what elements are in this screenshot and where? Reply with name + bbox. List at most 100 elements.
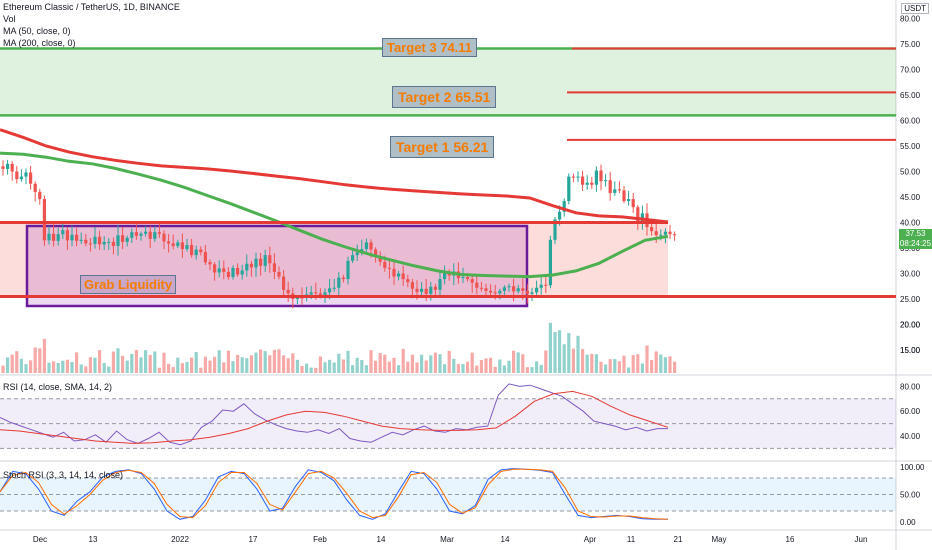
volume-bar (236, 354, 240, 373)
candle (374, 249, 378, 257)
candle (144, 231, 148, 234)
volume-bar (401, 348, 405, 373)
volume-bar (360, 359, 364, 373)
volume-bar (153, 351, 157, 373)
volume-bar (203, 356, 207, 373)
volume-bar (636, 354, 640, 373)
volume-bar (323, 362, 327, 373)
candle (599, 170, 603, 182)
volume-bar (631, 355, 635, 373)
date-tick-label: Apr (584, 535, 597, 544)
volume-bar (585, 354, 589, 373)
volume-bar (567, 333, 571, 373)
candle (93, 236, 97, 244)
volume-bar (355, 357, 359, 373)
volume-bar (56, 362, 60, 373)
ma50-line (0, 151, 669, 279)
volume-bar (19, 358, 23, 373)
volume-bar (498, 359, 502, 373)
price-tick-label: 50.00 (900, 168, 921, 177)
price-tick-label: 80.00 (900, 15, 921, 24)
volume-bar (171, 367, 175, 373)
candle (489, 290, 493, 293)
volume-bar (341, 359, 345, 373)
candle (346, 260, 350, 280)
vol-legend[interactable]: Vol (3, 14, 16, 24)
candle (493, 292, 497, 294)
volume-bar (33, 347, 37, 373)
candle (659, 234, 663, 236)
volume-bar (466, 361, 470, 373)
date-tick-label: 2022 (171, 535, 189, 544)
candle (162, 233, 166, 242)
price-tick-label: 65.00 (900, 91, 921, 100)
candle (328, 288, 332, 293)
price-tick-label: 70.00 (900, 66, 921, 75)
candle (341, 277, 345, 280)
candle (475, 282, 479, 288)
candle (56, 234, 60, 241)
date-tick-label: Feb (313, 535, 327, 544)
candle (116, 235, 120, 246)
volume-bar (479, 360, 483, 373)
candle (19, 176, 23, 180)
candle (397, 273, 401, 277)
candle (507, 286, 511, 288)
volume-bar (516, 352, 520, 373)
rsi-ma-line (0, 390, 669, 444)
candle (208, 262, 212, 265)
price-tick-label: 30.00 (900, 270, 921, 279)
candle (562, 201, 566, 212)
date-tick-label: 13 (89, 535, 98, 544)
volume-bar (456, 364, 460, 373)
candle (663, 231, 667, 235)
volume-bar (29, 360, 33, 373)
candle (581, 176, 585, 185)
currency-label[interactable]: USDT (901, 3, 929, 14)
candle (673, 234, 677, 236)
ma50-legend[interactable]: MA (50, close, 0) (3, 26, 71, 36)
candle (240, 270, 244, 275)
volume-bar (318, 356, 322, 373)
candle (525, 290, 529, 294)
volume-bar (461, 364, 465, 373)
rsi-legend[interactable]: RSI (14, close, SMA, 14, 2) (3, 382, 113, 392)
volume-bar (176, 357, 180, 373)
volume-bar (512, 350, 516, 373)
candle (249, 263, 253, 268)
candle (277, 271, 281, 277)
candle (15, 171, 19, 180)
candle (502, 287, 506, 291)
candle (157, 232, 161, 234)
candle (378, 256, 382, 262)
volume-bar (622, 355, 626, 373)
symbol-title[interactable]: Ethereum Classic / TetherUS, 1D, BINANCE (3, 2, 180, 12)
candle (226, 271, 230, 278)
candle (387, 267, 391, 269)
stoch-legend[interactable]: Stoch RSI (3, 3, 14, 14, close) (3, 470, 124, 480)
candle (65, 230, 69, 241)
volume-bar (148, 354, 152, 373)
candle (369, 242, 373, 250)
volume-bar (392, 357, 396, 373)
volume-bar (98, 350, 102, 373)
price-tick-label: 40.00 (900, 219, 921, 228)
ma200-legend[interactable]: MA (200, close, 0) (3, 38, 76, 48)
date-tick-label: May (711, 535, 726, 544)
price-tick-label: 45.00 (900, 193, 921, 202)
volume-bar (424, 360, 428, 373)
candle (24, 172, 28, 177)
candle (613, 189, 617, 193)
volume-bar (139, 357, 143, 373)
candle (286, 289, 290, 294)
volume-bar (144, 350, 148, 373)
volume-bar (217, 350, 221, 373)
candle (88, 243, 92, 245)
candle (484, 288, 488, 291)
volume-bar (590, 353, 594, 373)
candle (640, 213, 644, 222)
volume-bar (539, 364, 543, 373)
volume-bar (295, 359, 299, 373)
volume-bar (107, 366, 111, 373)
